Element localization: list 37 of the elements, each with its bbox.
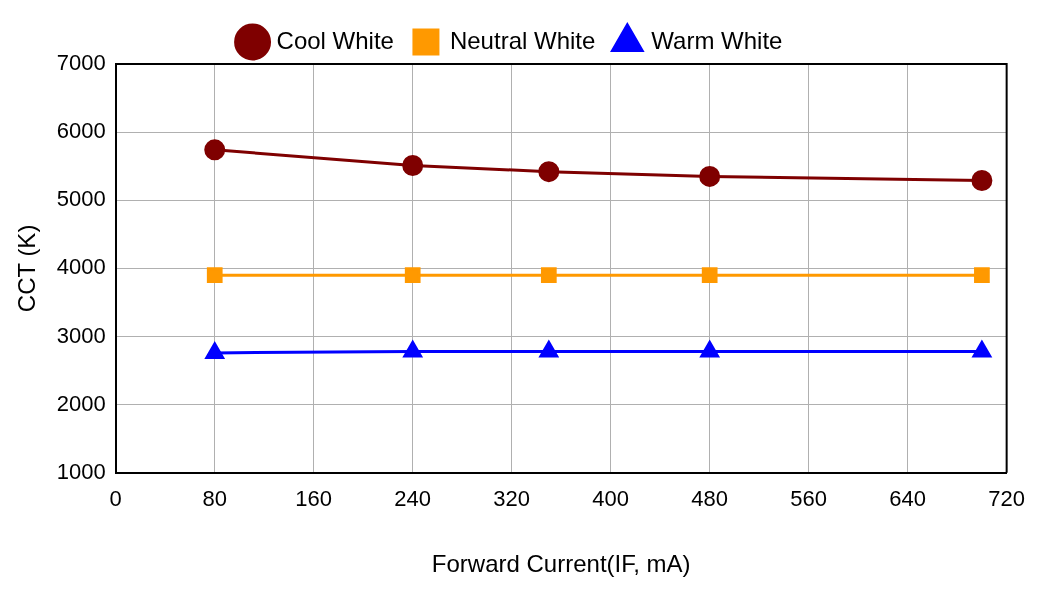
legend-label: Cool White bbox=[276, 26, 394, 54]
x-tick-label: 240 bbox=[394, 486, 432, 512]
y-axis-title: CCT (K) bbox=[13, 224, 41, 313]
x-tick-label: 640 bbox=[889, 486, 927, 512]
point bbox=[403, 341, 422, 358]
x-tick-label: 560 bbox=[790, 486, 828, 512]
x-tick-label: 160 bbox=[295, 486, 333, 512]
y-tick-label: 6000 bbox=[56, 118, 106, 144]
x-tick-label: 320 bbox=[493, 486, 531, 512]
y-tick-label: 7000 bbox=[56, 50, 106, 76]
point bbox=[204, 139, 226, 161]
point bbox=[540, 267, 557, 284]
point bbox=[539, 341, 559, 358]
point bbox=[402, 155, 424, 177]
y-tick-label: 1000 bbox=[56, 458, 106, 484]
x-tick-label: 0 bbox=[109, 486, 122, 512]
point bbox=[972, 341, 992, 358]
point bbox=[206, 267, 223, 284]
y-tick-label: 4000 bbox=[56, 254, 106, 280]
point bbox=[699, 165, 721, 187]
point bbox=[404, 267, 421, 284]
point bbox=[971, 170, 993, 192]
x-tick-label: 80 bbox=[202, 486, 227, 512]
x-tick-label: 400 bbox=[592, 486, 630, 512]
point bbox=[538, 161, 560, 183]
point bbox=[701, 267, 718, 284]
legend-label: Warm White bbox=[651, 26, 783, 54]
y-tick-label: 3000 bbox=[56, 322, 106, 348]
x-tick-label: 480 bbox=[691, 486, 729, 512]
y-tick-label: 2000 bbox=[56, 390, 106, 416]
point bbox=[205, 342, 225, 359]
point bbox=[700, 341, 719, 358]
point bbox=[974, 267, 990, 284]
x-axis-title: Forward Current(IF, mA) bbox=[431, 550, 691, 578]
x-tick-label: 720 bbox=[988, 486, 1026, 512]
legend-label: Neutral White bbox=[449, 26, 596, 54]
y-tick-label: 5000 bbox=[56, 186, 106, 212]
